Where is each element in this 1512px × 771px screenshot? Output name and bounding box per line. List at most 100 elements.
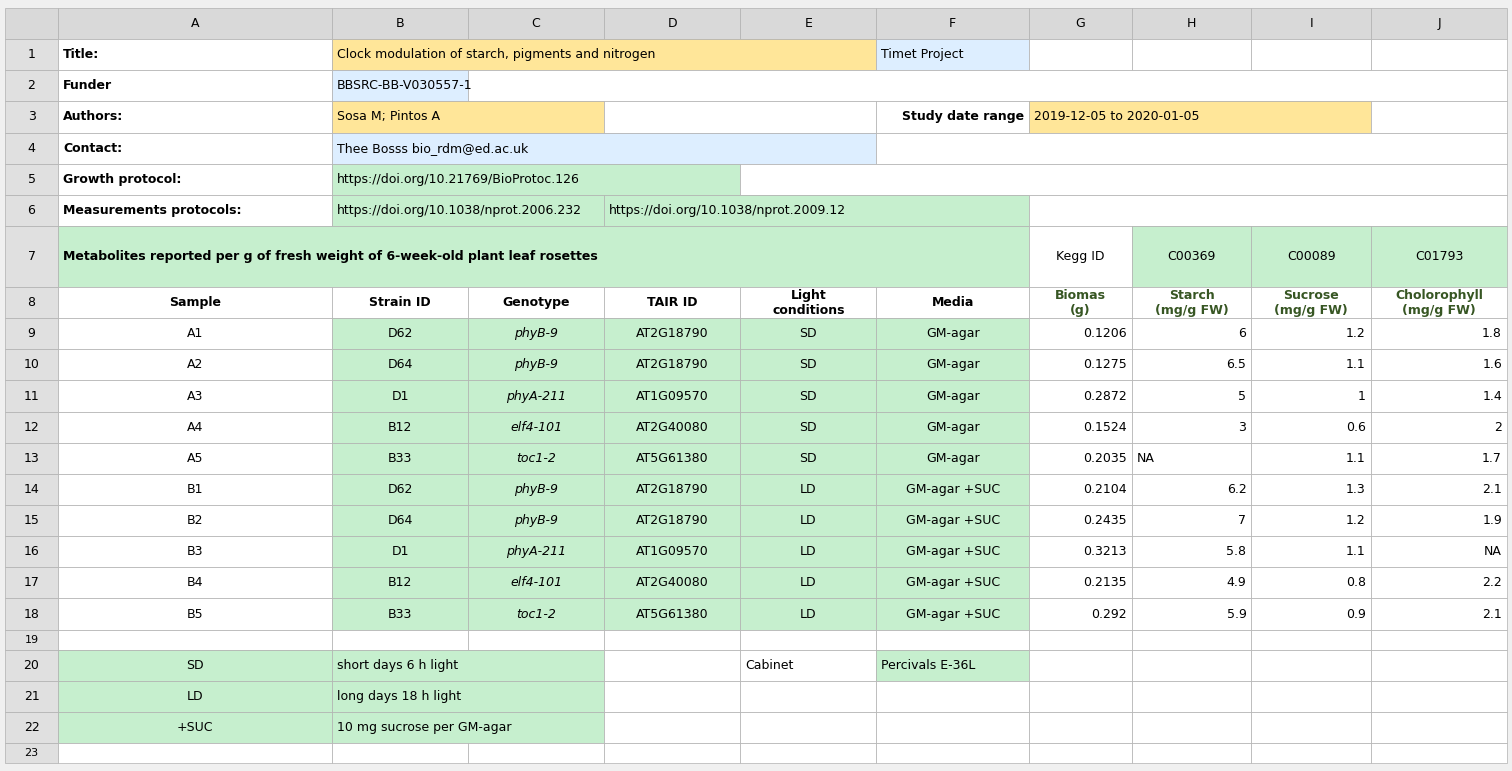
Bar	[877, 505, 1030, 536]
Bar	[469, 474, 605, 505]
Bar	[333, 474, 469, 505]
Text: 10: 10	[24, 359, 39, 372]
Text: Sosa M; Pintos A: Sosa M; Pintos A	[337, 110, 440, 123]
Bar	[5, 70, 57, 102]
Text: https://doi.org/10.1038/nprot.2006.232: https://doi.org/10.1038/nprot.2006.232	[337, 204, 582, 217]
Text: phyB-9: phyB-9	[514, 514, 558, 527]
Text: Starch
(mg/g FW): Starch (mg/g FW)	[1155, 288, 1229, 317]
Text: Media: Media	[931, 296, 974, 309]
Text: A3: A3	[187, 389, 203, 402]
Bar	[741, 712, 877, 743]
Bar	[1132, 712, 1252, 743]
Text: GM-agar +SUC: GM-agar +SUC	[906, 545, 999, 558]
Bar	[1371, 681, 1507, 712]
Bar	[1132, 412, 1252, 443]
Bar	[1132, 318, 1252, 349]
Bar	[605, 598, 741, 630]
Bar	[1030, 102, 1371, 133]
Text: toc1-2: toc1-2	[516, 452, 556, 465]
Text: LD: LD	[800, 545, 816, 558]
Bar	[741, 505, 877, 536]
Text: SD: SD	[800, 389, 816, 402]
Bar	[741, 536, 877, 567]
Text: 6.2: 6.2	[1226, 483, 1246, 496]
Text: long days 18 h light: long days 18 h light	[337, 690, 461, 703]
Text: LD: LD	[800, 608, 816, 621]
Text: 9: 9	[27, 328, 35, 340]
Bar	[5, 318, 57, 349]
Bar	[1371, 712, 1507, 743]
Bar	[1132, 381, 1252, 412]
Bar	[1371, 505, 1507, 536]
Text: 1.1: 1.1	[1346, 359, 1365, 372]
Bar	[741, 567, 877, 598]
Text: 5.9: 5.9	[1226, 608, 1246, 621]
Text: GM-agar: GM-agar	[925, 359, 980, 372]
Text: B33: B33	[387, 452, 413, 465]
Bar	[333, 163, 741, 195]
Bar	[333, 743, 469, 763]
Bar	[5, 598, 57, 630]
Bar	[57, 133, 333, 163]
Bar	[1252, 567, 1371, 598]
Bar	[1252, 743, 1371, 763]
Text: phyA-211: phyA-211	[507, 545, 565, 558]
Bar	[1030, 443, 1132, 474]
Text: 0.9: 0.9	[1346, 608, 1365, 621]
Bar	[1030, 536, 1132, 567]
Bar	[5, 8, 57, 39]
Text: LD: LD	[186, 690, 203, 703]
Bar	[741, 474, 877, 505]
Bar	[1371, 598, 1507, 630]
Text: C01793: C01793	[1415, 250, 1464, 263]
Bar	[1252, 226, 1371, 287]
Text: 0.2135: 0.2135	[1083, 577, 1126, 589]
Text: 0.2104: 0.2104	[1083, 483, 1126, 496]
Text: D1: D1	[392, 545, 408, 558]
Bar	[57, 630, 333, 650]
Bar	[877, 474, 1030, 505]
Bar	[1371, 536, 1507, 567]
Bar	[1132, 630, 1252, 650]
Bar	[5, 743, 57, 763]
Bar	[333, 381, 469, 412]
Bar	[57, 412, 333, 443]
Text: D62: D62	[387, 483, 413, 496]
Bar	[1132, 505, 1252, 536]
Text: 11: 11	[24, 389, 39, 402]
Bar	[877, 567, 1030, 598]
Bar	[333, 681, 605, 712]
Text: A: A	[191, 17, 200, 30]
Text: short days 6 h light: short days 6 h light	[337, 658, 458, 672]
Bar	[741, 163, 1507, 195]
Bar	[605, 349, 741, 381]
Bar	[605, 443, 741, 474]
Bar	[877, 412, 1030, 443]
Text: SD: SD	[186, 658, 204, 672]
Text: 1.4: 1.4	[1482, 389, 1501, 402]
Bar	[741, 630, 877, 650]
Bar	[1132, 681, 1252, 712]
Text: 1.2: 1.2	[1346, 514, 1365, 527]
Text: A4: A4	[187, 421, 203, 434]
Text: Kegg ID: Kegg ID	[1057, 250, 1105, 263]
Text: LD: LD	[800, 483, 816, 496]
Bar	[1371, 8, 1507, 39]
Bar	[1132, 474, 1252, 505]
Text: phyB-9: phyB-9	[514, 359, 558, 372]
Bar	[1252, 630, 1371, 650]
Bar	[469, 443, 605, 474]
Bar	[333, 287, 469, 318]
Text: Timet Project: Timet Project	[881, 49, 963, 61]
Text: C00089: C00089	[1287, 250, 1335, 263]
Bar	[877, 650, 1030, 681]
Bar	[469, 567, 605, 598]
Bar	[605, 505, 741, 536]
Text: 7: 7	[27, 250, 36, 263]
Bar	[57, 39, 333, 70]
Bar	[1371, 630, 1507, 650]
Bar	[741, 681, 877, 712]
Bar	[1252, 650, 1371, 681]
Bar	[605, 318, 741, 349]
Text: D62: D62	[387, 328, 413, 340]
